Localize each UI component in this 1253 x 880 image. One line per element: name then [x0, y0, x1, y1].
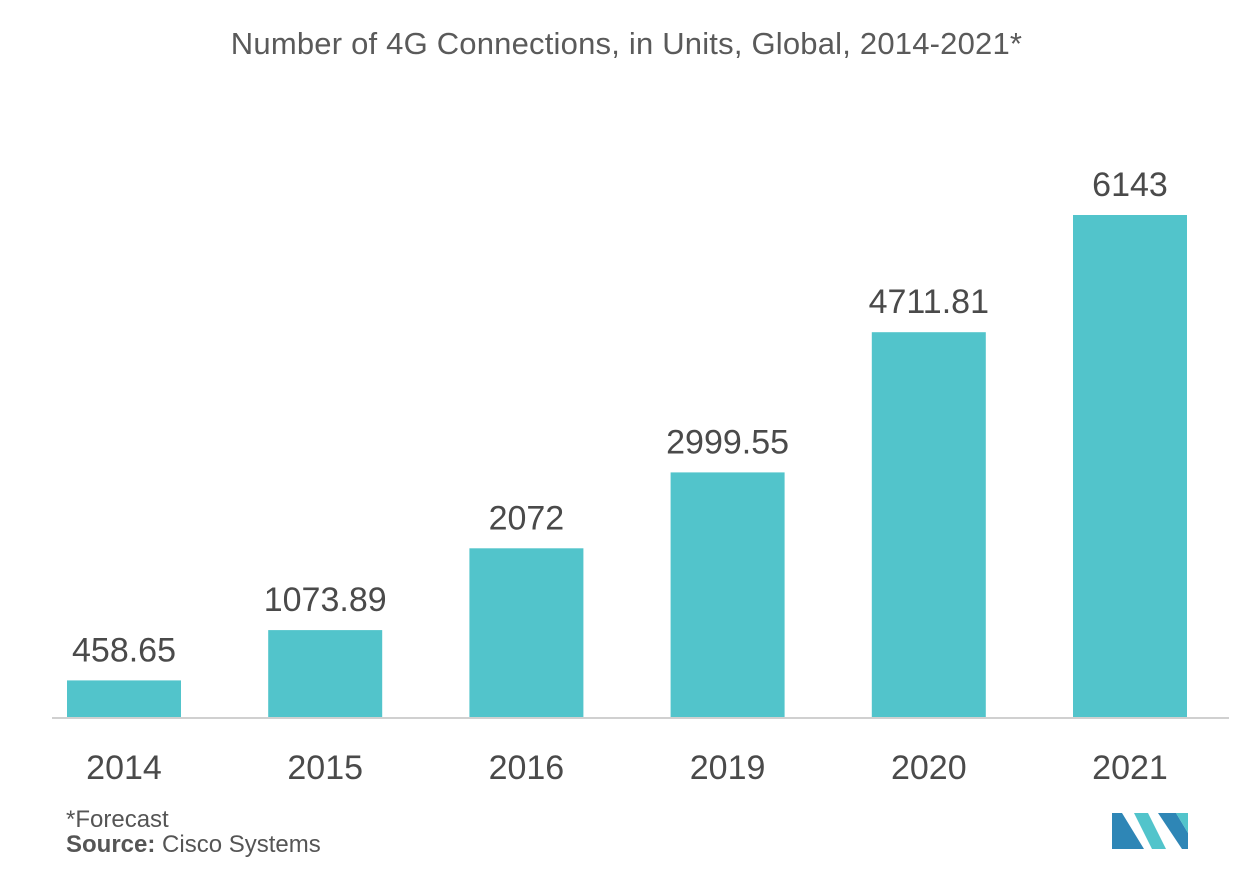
- bar-2021: [1073, 215, 1187, 718]
- chart-title: Number of 4G Connections, in Units, Glob…: [230, 26, 1023, 61]
- x-tick-label-2016: 2016: [489, 749, 565, 787]
- bars-layer: [67, 215, 1187, 718]
- labels-layer: 458.65 2014 1073.89 2015 2072 2016 2999.55 2019…: [72, 166, 1168, 787]
- x-tick-label-2020: 2020: [891, 749, 967, 787]
- value-label-2020: 4711.81: [869, 283, 989, 321]
- source-value: Cisco Systems: [162, 831, 321, 858]
- bar-2020: [871, 332, 986, 718]
- value-label-2015: 1073.89: [264, 581, 387, 619]
- logo-right-shape: [1158, 813, 1188, 849]
- value-label-2021: 6143: [1092, 166, 1168, 204]
- logo-right-accent: [1176, 813, 1188, 833]
- bar-2016: [469, 548, 584, 718]
- bar-2015: [268, 630, 383, 718]
- x-tick-label-2021: 2021: [1092, 749, 1168, 787]
- bar-2014: [67, 680, 181, 718]
- value-label-2016: 2072: [489, 499, 565, 537]
- x-tick-label-2014: 2014: [86, 749, 162, 787]
- source-label: Source:: [66, 831, 156, 858]
- logo-mid-shape: [1134, 813, 1166, 849]
- logo-left-shape: [1112, 813, 1144, 849]
- brand-logo-icon: [1112, 813, 1188, 849]
- forecast-footnote: *Forecast: [66, 806, 169, 833]
- value-label-2019: 2999.55: [666, 423, 789, 461]
- x-tick-label-2015: 2015: [287, 749, 363, 787]
- x-tick-label-2019: 2019: [690, 749, 766, 787]
- value-label-2014: 458.65: [72, 631, 176, 669]
- source-line: Source: Cisco Systems: [66, 831, 321, 858]
- bar-2019: [670, 472, 785, 718]
